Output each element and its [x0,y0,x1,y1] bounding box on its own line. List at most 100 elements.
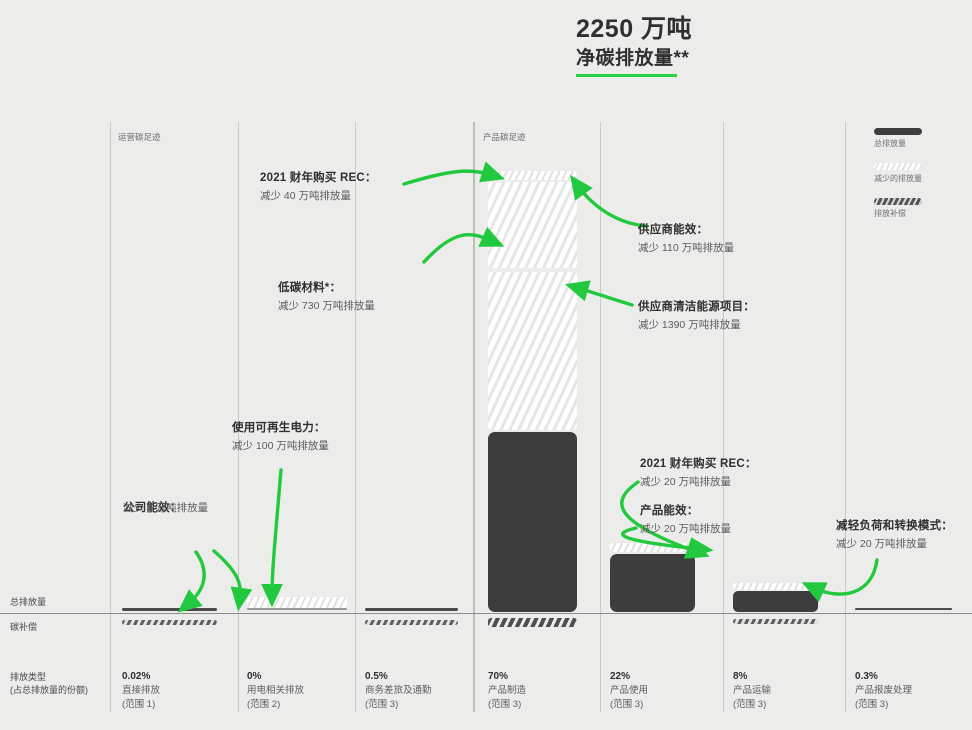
footer-column-product-end-of-life: 0.3% 产品报废处理 (范围 3) [855,670,970,712]
baseline-axis [0,613,972,614]
bar-offset-business-travel [365,620,458,625]
row-label-type-sub: (占总排放量的份额) [10,685,88,695]
annotation-title: 使用可再生电力： [232,422,326,434]
footer-column-product-transport: 8% 产品运输 (范围 3) [733,670,843,712]
divider-col-4-5 [600,122,601,712]
arrow-company-efficiency-a [177,550,206,613]
footer-column-product-use: 22% 产品使用 (范围 3) [610,670,720,712]
footer-column-electricity-emissions: 0% 用电相关排放 (范围 2) [247,670,357,712]
footer-name: 产品制造 [488,685,527,696]
bar-offset-direct-emissions [122,620,217,625]
headline-subtitle-wrap: 净碳排放量** [576,46,689,77]
legend-item-total: 总排放量 [874,128,966,149]
footer-column-direct-emissions: 0.02% 直接排放 (范围 1) [122,670,232,712]
row-label-total: 总排放量 [10,597,47,607]
footer-name: 产品运输 [733,685,772,696]
headline-value: 2250 万吨 [576,15,693,43]
bar-offset-product-transport [733,619,818,624]
annotation-renewable-power: 使用可再生电力： 减少 100 万吨排放量 [232,420,482,454]
annotation-rec-fy2021-ops: 2021 财年购买 REC： 减少 40 万吨排放量 [260,170,510,204]
total-emissions-swatch [874,128,922,135]
legend-item-offset: 排放补偿 [874,198,966,219]
bar-total-product-manufacturing [488,432,577,612]
annotation-load-shift: 减轻负荷和转换模式： 减少 20 万吨排放量 [836,518,972,552]
annotation-sub: 减少 730 万吨排放量 [278,300,375,312]
footer-scope: (范围 3) [365,699,399,710]
divider-left-edge [110,122,111,712]
divider-col-5-6 [723,122,724,712]
annotation-sub: 减少 20 万吨排放量 [836,538,928,550]
annotation-title: 公司能效： [123,502,182,514]
footer-scope: (范围 3) [855,699,889,710]
footer-pct: 0.5% [365,671,388,682]
row-label-offset: 碳补偿 [10,622,38,632]
annotation-low-carbon-material: 低碳材料*： 减少 730 万吨排放量 [278,280,528,314]
annotation-sub: 减少 100 万吨排放量 [232,440,329,452]
legend-item-reduced: 减少的排放量 [874,163,966,184]
bar-total-direct-emissions [122,608,217,611]
bar-offset-product-manufacturing [488,618,577,627]
annotation-title: 2021 财年购买 REC： [260,172,377,184]
divider-col-2-3 [355,122,356,712]
bar-total-electricity-emissions [247,608,347,610]
footer-column-business-travel: 0.5% 商务差旅及通勤 (范围 3) [365,670,475,712]
row-label-type: 排放类型 [10,672,47,682]
footer-scope: (范围 1) [122,699,156,710]
footer-name: 产品报废处理 [855,685,913,696]
footer-scope: (范围 2) [247,699,281,710]
bar-total-product-use [610,554,695,612]
annotation-title: 供应商能效： [638,224,709,236]
legend-label-total: 总排放量 [874,139,906,148]
bar-reduced-product-use-rec [610,543,695,552]
annotation-title: 低碳材料*： [278,282,342,294]
footer-pct: 22% [610,671,631,682]
bar-total-business-travel [365,608,458,611]
bar-reduced-rec-manufacturing [488,171,577,180]
divider-sections [473,122,475,712]
legend-label-reduced: 减少的排放量 [874,174,922,183]
footer-name: 直接排放 [122,685,161,696]
reduced-emissions-swatch [874,163,922,170]
footer-pct: 8% [733,671,748,682]
footer-scope: (范围 3) [610,699,644,710]
annotation-sub: 减少 1390 万吨排放量 [638,319,741,331]
divider-col-6-7 [845,122,846,712]
footer-scope: (范围 3) [488,699,522,710]
arrow-company-efficiency-b [212,549,253,612]
footer-name: 产品使用 [610,685,649,696]
footer-scope: (范围 3) [733,699,767,710]
annotation-sub-company-efficiency: 减少 6 万吨排放量 [123,502,209,514]
legend-label-offset: 排放补偿 [874,209,906,218]
bar-total-product-end-of-life [855,608,952,610]
footer-pct: 0% [247,671,262,682]
section-header-operations: 运营碳足迹 [118,132,161,142]
annotation-product-efficiency: 产品能效： 减少 20 万吨排放量 [640,503,890,537]
annotation-supplier-efficiency: 供应商能效： 减少 110 万吨排放量 [638,222,888,256]
footer-column-product-manufacturing: 70% 产品制造 (范围 3) [488,670,598,712]
annotation-title: 产品能效： [640,505,699,517]
footer-name: 用电相关排放 [247,685,305,696]
arrow-renewable-power [261,468,283,608]
carbon-offset-swatch [874,198,922,205]
footer-pct: 0.02% [122,671,151,682]
annotation-sub: 减少 20 万吨排放量 [640,523,732,535]
annotation-title: 供应商清洁能源项目： [638,301,755,313]
bar-reduced-electricity-emissions [247,597,347,608]
arrow-supplier-efficiency [570,174,647,228]
annotation-sub: 减少 40 万吨排放量 [260,190,352,202]
divider-col-1-2 [238,122,239,712]
annotation-company-efficiency: 公司能效： 减少 6 万吨排放量 [123,500,373,516]
annotation-sub: 减少 110 万吨排放量 [638,242,735,254]
annotation-supplier-clean-energy: 供应商清洁能源项目： 减少 1390 万吨排放量 [638,299,908,333]
annotation-rec-fy2021-product: 2021 财年购买 REC： 减少 20 万吨排放量 [640,456,890,490]
bar-total-product-transport [733,591,818,612]
arrow-low-carbon-material [422,226,505,264]
headline-underline [576,74,677,77]
footer-pct: 70% [488,671,509,682]
section-header-product: 产品碳足迹 [483,132,526,142]
headline-subtitle: 净碳排放量** [576,48,690,69]
footer-name: 商务差旅及通勤 [365,685,432,696]
bar-reduced-product-transport [733,583,818,590]
arrow-supplier-clean-energy [564,280,634,307]
